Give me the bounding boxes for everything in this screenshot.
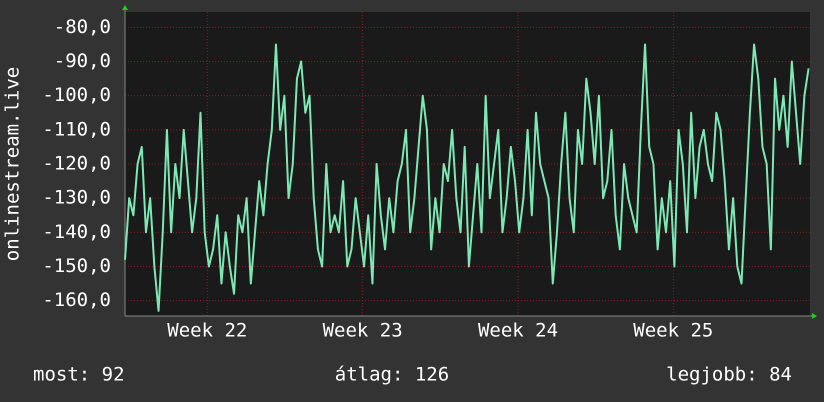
stat-text: legjobb: 84 xyxy=(666,364,792,386)
y-tick-label: -90,0 xyxy=(54,50,111,72)
y-tick-label: -120,0 xyxy=(42,153,111,175)
x-tick-label: Week 25 xyxy=(633,320,713,342)
y-tick-label: -140,0 xyxy=(42,221,111,243)
axis-arrow xyxy=(812,313,817,319)
stat-text: most: 92 xyxy=(33,364,125,386)
y-tick-label: -150,0 xyxy=(42,255,111,277)
y-tick-label: -110,0 xyxy=(42,118,111,140)
y-tick-label: -160,0 xyxy=(42,289,111,311)
stat-text: átlag: 126 xyxy=(335,364,449,386)
y-axis-label: onlinestream.live xyxy=(2,67,24,261)
y-tick-label: -130,0 xyxy=(42,187,111,209)
x-tick-label: Week 24 xyxy=(478,320,558,342)
data-line xyxy=(124,43,810,312)
y-tick-label: -100,0 xyxy=(42,84,111,106)
axis-arrow xyxy=(122,5,128,10)
y-tick-label: -80,0 xyxy=(54,16,111,38)
x-tick-label: Week 22 xyxy=(167,320,247,342)
x-tick-label: Week 23 xyxy=(323,320,403,342)
